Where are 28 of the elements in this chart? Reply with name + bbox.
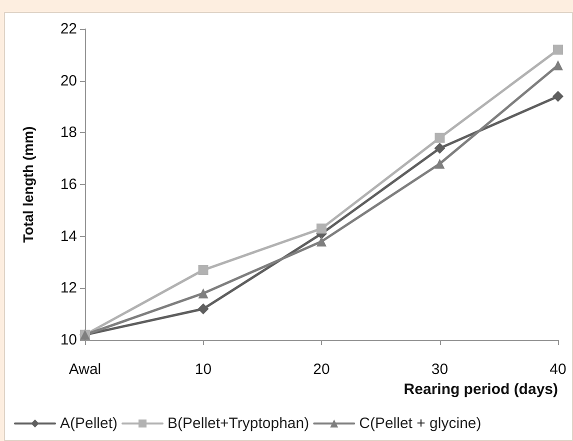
- point: [552, 90, 564, 102]
- y-tick-label: 22: [60, 20, 77, 38]
- x-tick-label: 30: [431, 361, 448, 378]
- point: [316, 224, 326, 234]
- point: [316, 236, 326, 247]
- point: [434, 132, 445, 143]
- y-tick-label: 10: [60, 332, 77, 348]
- point: [198, 265, 208, 276]
- x-tick-label: 20: [313, 361, 330, 378]
- point: [553, 44, 563, 55]
- x-tick-label: Awal: [68, 361, 102, 378]
- x-tick-label: 10: [194, 361, 212, 378]
- y-tick-label: 12: [60, 280, 77, 297]
- y-axis-title: Total length (mm): [20, 126, 36, 243]
- y-tick-label: 14: [60, 228, 77, 245]
- legend-label: C(Pellet + glycine): [359, 415, 482, 432]
- x-axis-title: Rearing period (days): [404, 381, 558, 398]
- x-tick-label: 40: [550, 361, 566, 378]
- point: [198, 288, 208, 298]
- y-tick-label: 20: [60, 72, 77, 90]
- point: [434, 142, 446, 154]
- point: [198, 303, 209, 314]
- point: [553, 60, 563, 70]
- legend-label: B(Pellet+Tryptophan): [168, 415, 310, 432]
- y-tick-label: 16: [60, 176, 77, 193]
- y-tick-label: 18: [60, 124, 77, 142]
- legend-label: A(Pellet): [60, 415, 118, 432]
- point: [434, 158, 445, 169]
